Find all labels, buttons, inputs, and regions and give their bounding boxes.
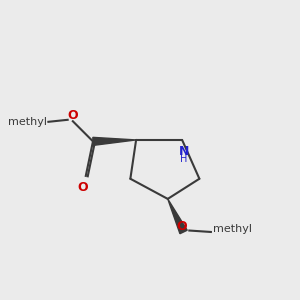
Polygon shape: [168, 199, 187, 234]
Text: methyl: methyl: [8, 117, 47, 127]
Text: O: O: [176, 220, 187, 233]
Polygon shape: [93, 137, 136, 146]
Text: O: O: [67, 109, 78, 122]
Text: N: N: [178, 145, 189, 158]
Text: O: O: [78, 181, 88, 194]
Text: methyl: methyl: [213, 224, 252, 234]
Text: H: H: [180, 154, 187, 164]
